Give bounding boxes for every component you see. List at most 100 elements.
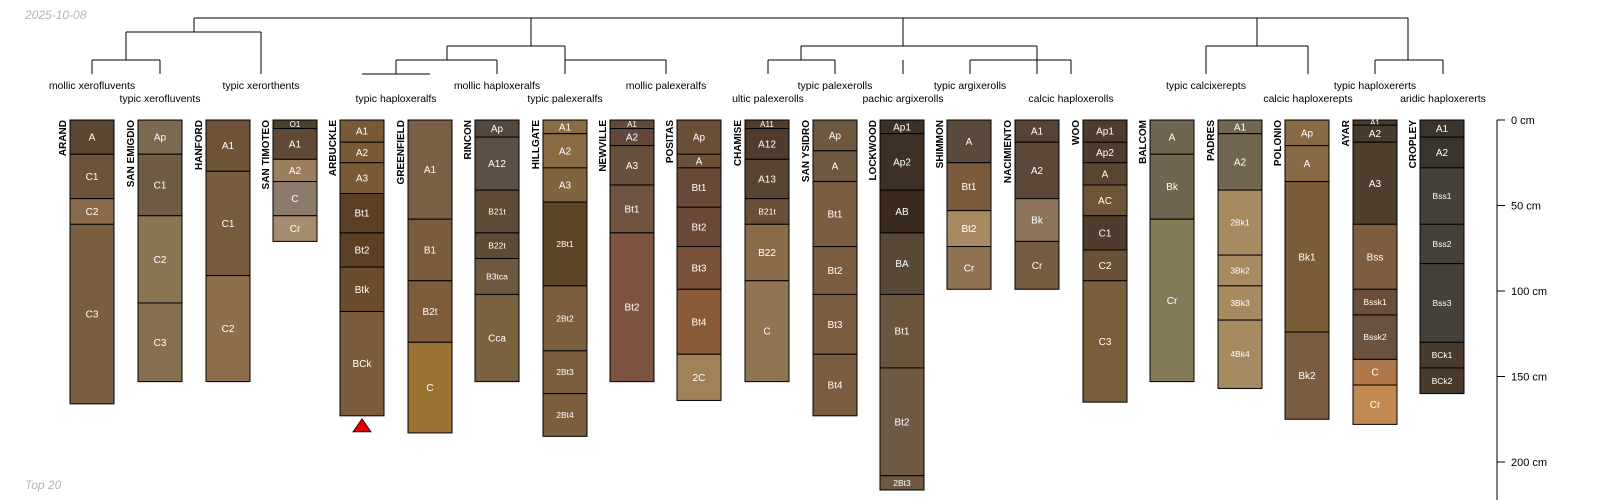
profile-name: NACIMIENTO bbox=[1003, 120, 1014, 183]
profile-name: SHIMMON bbox=[935, 120, 946, 168]
horizon-label: A1 bbox=[1031, 127, 1044, 138]
horizon-block bbox=[1284, 119, 1330, 147]
horizon-label: C bbox=[1371, 368, 1378, 379]
horizon-label: Bt3 bbox=[691, 263, 706, 274]
horizon-label: A2 bbox=[356, 148, 369, 159]
horizon-label: A2 bbox=[559, 146, 572, 157]
taxon-label: mollic haploxeralfs bbox=[454, 80, 540, 92]
horizon-block bbox=[812, 246, 858, 295]
horizon-label: A bbox=[696, 157, 703, 168]
horizon-label: A11 bbox=[760, 120, 774, 129]
horizon-label: Bt1 bbox=[894, 327, 909, 338]
horizon-label: Bt1 bbox=[961, 182, 976, 193]
horizon-block bbox=[407, 280, 453, 343]
horizon-block bbox=[339, 193, 385, 234]
horizon-label: Bt2 bbox=[354, 245, 369, 256]
soil-profile: Ap A Bt1 Bt2 Bt3 Bt4 2C POSITAS bbox=[665, 119, 722, 401]
horizon-label: A2 bbox=[289, 166, 302, 177]
horizon-label: Ap bbox=[693, 133, 706, 144]
horizon-block bbox=[339, 162, 385, 195]
soil-profile: A1 A2 A3 Bt1 Bt2 NEWVILLE bbox=[598, 119, 655, 383]
horizon-block bbox=[812, 293, 858, 355]
horizon-label: C3 bbox=[154, 338, 167, 349]
horizon-block bbox=[676, 353, 722, 401]
taxon-label: typic palexeralfs bbox=[527, 93, 602, 105]
horizon-label: 2Bt3 bbox=[893, 478, 911, 488]
horizon-label: A2 bbox=[1436, 148, 1449, 159]
horizon-label: A bbox=[1169, 133, 1176, 144]
horizon-block bbox=[1217, 254, 1263, 287]
axis-tick-label: 0 cm bbox=[1511, 115, 1535, 127]
soil-profile: Ap1 Ap2 AB BA Bt1 Bt2 2Bt3 LOCKWOOD bbox=[868, 119, 925, 491]
horizon-label: Bt2 bbox=[624, 303, 639, 314]
horizon-label: C1 bbox=[222, 219, 235, 230]
soil-profile: Ap A Bt1 Bt2 Bt3 Bt4 SAN YSIDRO bbox=[801, 119, 858, 417]
horizon-block bbox=[542, 201, 588, 287]
horizon-label: Bt3 bbox=[827, 320, 842, 331]
soil-profile: A1 A2 A3 Bt1 Bt2 Btk BCk ARBUCKLE bbox=[328, 119, 385, 433]
taxon-label: typic argixerolls bbox=[934, 80, 1006, 92]
horizon-block bbox=[542, 393, 588, 437]
horizon-label: Bk1 bbox=[1298, 252, 1316, 263]
horizon-block bbox=[1014, 141, 1060, 200]
horizon-label: B1 bbox=[424, 245, 437, 256]
horizon-label: B3tca bbox=[486, 271, 508, 281]
horizon-label: Ap1 bbox=[1096, 127, 1114, 138]
horizon-block bbox=[1217, 319, 1263, 389]
horizon-block bbox=[137, 119, 183, 155]
horizon-block bbox=[1082, 280, 1128, 403]
horizon-block bbox=[339, 311, 385, 417]
horizon-label: A bbox=[1304, 159, 1311, 170]
horizon-label: Bt2 bbox=[961, 224, 976, 235]
taxon-label: mollic palexeralfs bbox=[626, 80, 707, 92]
horizon-label: C bbox=[763, 327, 770, 338]
horizon-label: Bk2 bbox=[1298, 371, 1316, 382]
horizon-block bbox=[879, 133, 925, 191]
date-stamp: 2025-10-08 bbox=[25, 8, 87, 22]
horizon-block bbox=[1419, 167, 1465, 225]
soil-profile: A1 C1 C2 HANFORD bbox=[194, 119, 251, 383]
horizon-label: C2 bbox=[222, 324, 235, 335]
soil-profile: A Bt1 Bt2 Cr SHIMMON bbox=[935, 119, 992, 290]
horizon-label: A2 bbox=[1234, 157, 1247, 168]
horizon-block bbox=[1419, 223, 1465, 265]
horizon-block bbox=[1352, 358, 1398, 386]
horizon-label: C bbox=[291, 194, 298, 205]
horizon-label: 3Bk2 bbox=[1230, 265, 1250, 275]
horizon-block bbox=[609, 232, 655, 383]
depth-axis: 0 cm 50 cm 100 cm 150 cm 200 cm bbox=[1496, 115, 1547, 500]
horizon-label: A1 bbox=[559, 122, 572, 133]
horizon-block bbox=[407, 218, 453, 282]
horizon-label: A3 bbox=[559, 180, 572, 191]
horizon-label: 2C bbox=[693, 373, 706, 384]
horizon-label: A bbox=[1102, 169, 1109, 180]
profile-name: RINCON bbox=[463, 120, 474, 159]
horizon-label: Bt2 bbox=[691, 222, 706, 233]
horizon-label: A1 bbox=[424, 165, 437, 176]
horizon-label: C1 bbox=[1099, 228, 1112, 239]
horizon-block bbox=[1149, 153, 1195, 220]
horizon-label: Ap2 bbox=[1096, 148, 1114, 159]
horizon-block bbox=[1352, 384, 1398, 425]
horizon-label: Bt1 bbox=[354, 209, 369, 220]
horizon-block bbox=[542, 350, 588, 395]
horizon-label: Cr bbox=[290, 224, 301, 235]
horizon-block bbox=[1284, 181, 1330, 333]
horizon-block bbox=[339, 266, 385, 313]
horizon-label: Ap bbox=[1301, 128, 1314, 139]
horizon-block bbox=[69, 198, 115, 225]
horizon-label: BA bbox=[895, 259, 909, 270]
horizon-label: C2 bbox=[1099, 261, 1112, 272]
horizon-block bbox=[609, 184, 655, 234]
profile-name: SAN YSIDRO bbox=[801, 120, 812, 182]
horizon-block bbox=[1217, 133, 1263, 191]
horizon-block bbox=[879, 367, 925, 477]
horizon-label: BCk bbox=[353, 359, 373, 370]
soil-profile: A C1 C2 C3 ARAND bbox=[58, 119, 115, 405]
horizon-label: Cr bbox=[1032, 261, 1043, 272]
taxon-label: typic haploxeralfs bbox=[355, 93, 436, 105]
horizon-block bbox=[205, 275, 251, 383]
horizon-label: Bk bbox=[1031, 216, 1044, 227]
soil-profile: A1 B1 B2t C GREENFIELD bbox=[396, 119, 453, 434]
